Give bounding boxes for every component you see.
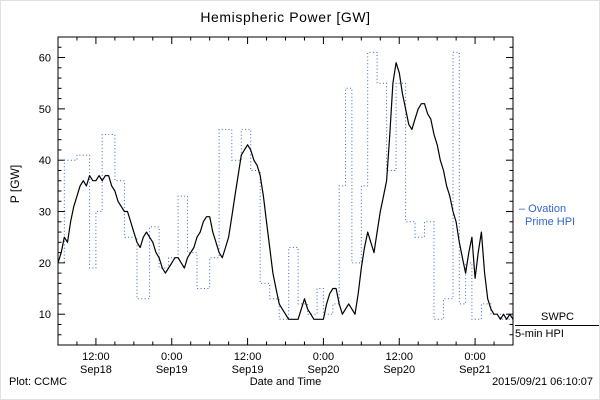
plot-source-label: Plot: CCMC	[9, 376, 68, 388]
legend-ovation-line2: Prime HPI	[525, 216, 576, 228]
legend-ovation-prime: – Ovation Prime HPI	[519, 203, 599, 229]
x-tick-date-label: Sep20	[383, 364, 415, 376]
y-tick-label: 50	[39, 104, 51, 116]
x-tick-time-label: 0:00	[161, 351, 182, 363]
series-ovation-prime-hpi	[58, 51, 513, 320]
x-tick-time-label: 0:00	[313, 351, 334, 363]
x-tick-date-label: Sep19	[156, 364, 188, 376]
y-tick-label: 10	[39, 309, 51, 321]
chart-title: Hemispheric Power [GW]	[200, 9, 371, 25]
x-tick-time-label: 12:00	[234, 351, 262, 363]
x-tick-time-label: 12:00	[385, 351, 413, 363]
legend-ovation-line1: – Ovation	[519, 203, 567, 215]
x-axis-label: Date and Time	[249, 376, 322, 388]
series-swpc-5min-hpi	[57, 62, 514, 320]
legend-swpc: SWPC 5-min HPI	[515, 311, 599, 340]
x-tick-date-label: Sep18	[80, 364, 112, 376]
x-tick-date-label: Sep19	[232, 364, 264, 376]
x-tick-time-label: 0:00	[464, 351, 485, 363]
x-tick-date-label: Sep20	[308, 364, 340, 376]
y-tick-label: 20	[39, 258, 51, 270]
y-tick-label: 60	[39, 53, 51, 65]
x-tick-time-label: 12:00	[82, 351, 110, 363]
legend-swpc-line2: 5-min HPI	[515, 328, 564, 340]
plot-timestamp: 2015/09/21 06:10:07	[492, 376, 593, 388]
x-tick-date-label: Sep21	[459, 364, 491, 376]
y-tick-label: 40	[39, 155, 51, 167]
legend-swpc-line1: SWPC	[541, 311, 574, 323]
swpc-legend-line-marker	[515, 325, 599, 326]
y-tick-label: 30	[39, 207, 51, 219]
